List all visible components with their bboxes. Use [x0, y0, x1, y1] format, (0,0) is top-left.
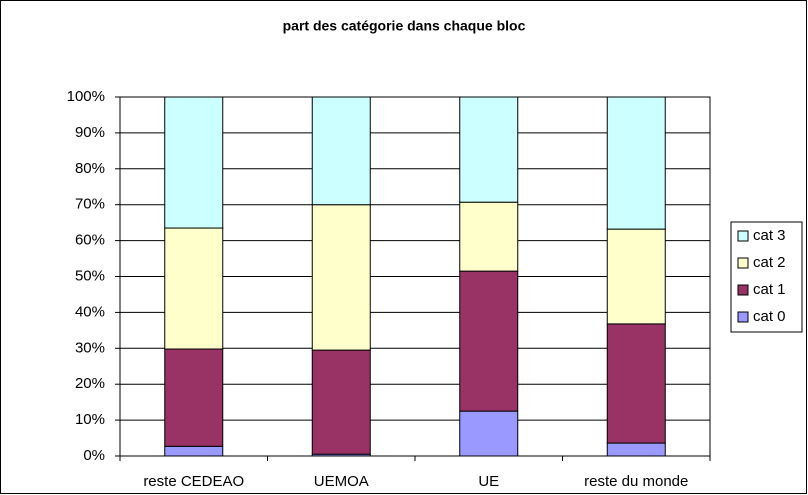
legend-label: cat 1 [753, 281, 786, 298]
y-tick-label: 10% [75, 411, 105, 428]
legend-label: cat 2 [753, 254, 786, 271]
y-tick-label: 60% [75, 232, 105, 249]
legend-swatch [737, 230, 749, 242]
y-tick-label: 80% [75, 160, 105, 177]
legend-swatch [737, 311, 749, 323]
bar-segment [311, 204, 371, 351]
bar-segment [606, 442, 666, 457]
bar-segment [606, 323, 666, 444]
legend-swatch [737, 257, 749, 269]
y-tick-label: 30% [75, 339, 105, 356]
legend-label: cat 3 [753, 227, 786, 244]
y-tick-label: 100% [67, 88, 105, 105]
chart-title: part des catégorie dans chaque bloc [283, 18, 526, 34]
y-tick-label: 70% [75, 196, 105, 213]
bar-segment [311, 96, 371, 206]
legend-label: cat 0 [753, 308, 786, 325]
bar-segment [164, 96, 224, 229]
bar-segment [164, 227, 224, 350]
x-tick-label: reste CEDEAO [143, 473, 244, 490]
y-tick-label: 90% [75, 124, 105, 141]
bar-segment [459, 96, 519, 203]
bar-segment [606, 96, 666, 230]
bar-segment [459, 410, 519, 457]
bar-segment [606, 228, 666, 325]
x-tick-label: reste du monde [584, 473, 688, 490]
bar-segment [164, 348, 224, 447]
y-tick-label: 40% [75, 303, 105, 320]
bar-segment [459, 201, 519, 272]
legend-swatch [737, 284, 749, 296]
bar-segment [164, 445, 224, 457]
bar-segment [311, 349, 371, 455]
y-tick-label: 20% [75, 375, 105, 392]
bar-segment [459, 270, 519, 412]
x-tick-label: UE [478, 473, 499, 490]
x-tick-label: UEMOA [314, 473, 369, 490]
y-tick-label: 0% [83, 447, 105, 464]
y-tick-label: 50% [75, 267, 105, 284]
